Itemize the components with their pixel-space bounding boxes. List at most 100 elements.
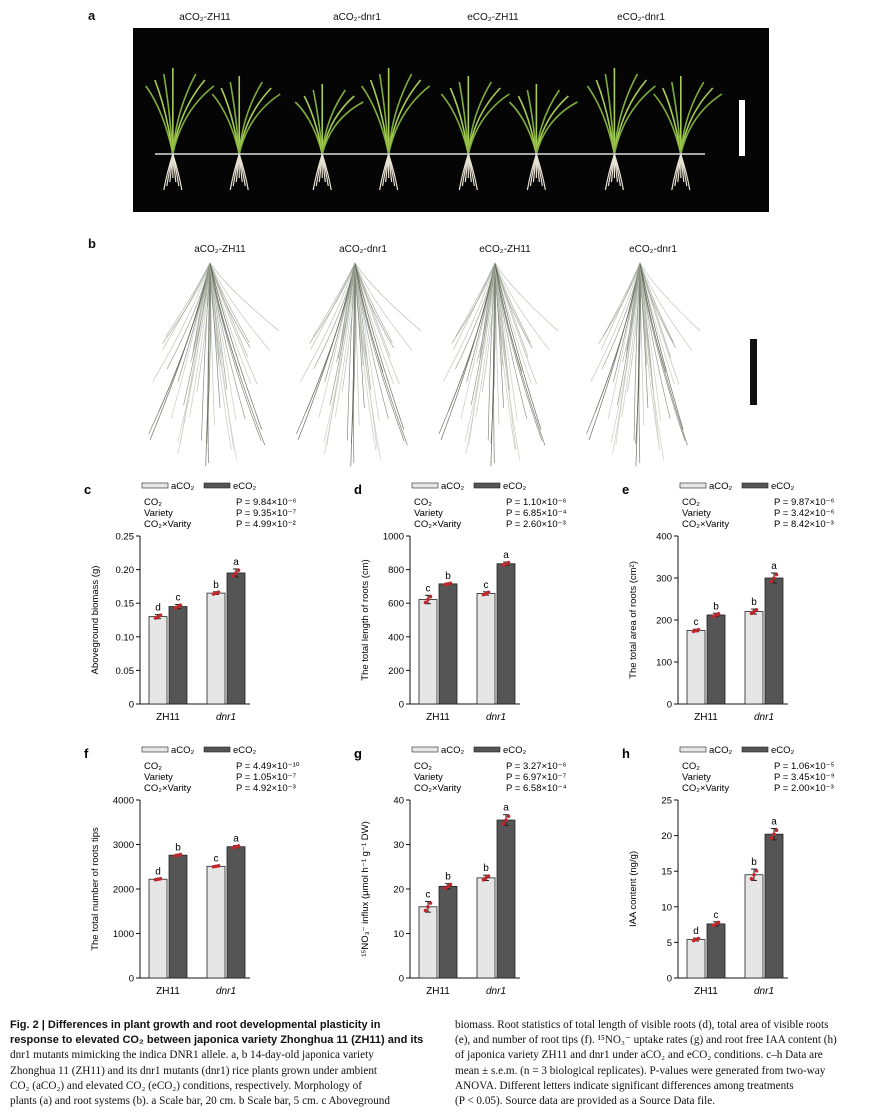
scale-bar-b <box>750 339 757 405</box>
anova-term: CO₂ <box>682 497 700 508</box>
legend-label-eco2: eCO₂ <box>771 745 795 756</box>
data-point <box>158 613 163 618</box>
anova-term: Variety <box>414 772 443 783</box>
y-tick-label: 1000 <box>113 929 134 940</box>
anova-term: CO₂ <box>682 761 700 772</box>
bar <box>148 616 168 705</box>
bar <box>496 819 516 979</box>
legend-label-aco2: aCO₂ <box>709 745 733 756</box>
x-tick-label: ZH11 <box>694 986 718 997</box>
data-point <box>484 876 488 880</box>
y-tick-label: 1000 <box>383 532 404 543</box>
significance-letter: b <box>751 857 757 868</box>
legend: aCO₂ eCO₂ <box>141 745 257 756</box>
legend-label-eco2: eCO₂ <box>503 481 527 492</box>
y-axis-label: The total area of roots (cm²) <box>628 561 639 679</box>
y-tick-label: 800 <box>388 565 404 576</box>
data-point <box>486 590 491 595</box>
significance-letter: b <box>445 571 451 582</box>
significance-letter: c <box>426 583 431 594</box>
anova-term: CO₂ <box>144 497 162 508</box>
legend-label-eco2: eCO₂ <box>503 745 527 756</box>
data-point <box>752 609 756 614</box>
significance-letter: c <box>426 889 431 900</box>
photo-b-label-3: eCO₂-ZH11 <box>479 244 531 255</box>
data-point <box>236 844 241 848</box>
chart-f-svg: f aCO₂ eCO₂ CO₂ P = 4.49×10⁻¹⁰ Variety P = 1.0… <box>84 745 300 997</box>
caption-line: dnr1 mutants mimicking the indica DNR1 a… <box>10 1049 374 1062</box>
legend-label-aco2: aCO₂ <box>441 745 465 756</box>
anova-term: Variety <box>144 508 173 519</box>
seedling-illustration <box>145 68 215 191</box>
chart-d: d aCO₂ eCO₂ CO₂ P = 1.10×10⁻⁶ Variety P = 6.85… <box>350 478 590 743</box>
anova-p-value: P = 6.97×10⁻⁷ <box>506 772 567 783</box>
legend-label-aco2: aCO₂ <box>441 481 465 492</box>
anova-p-value: P = 1.06×10⁻⁵ <box>774 761 835 772</box>
data-point <box>216 864 221 868</box>
anova-p-value: P = 3.27×10⁻⁶ <box>506 761 567 772</box>
caption-line: response to elevated CO₂ between japonic… <box>10 1034 424 1047</box>
y-tick-label: 300 <box>656 574 672 585</box>
y-tick-label: 0.20 <box>116 565 135 576</box>
data-point <box>446 884 450 889</box>
anova-term: Variety <box>144 772 173 783</box>
data-point <box>486 874 491 878</box>
legend-swatch-aco2 <box>141 482 169 489</box>
data-point <box>428 594 433 599</box>
anova-p-value: P = 6.58×10⁻⁴ <box>506 783 567 794</box>
data-point <box>236 568 241 572</box>
significance-letter: a <box>233 834 239 845</box>
panel-letter: h <box>622 746 630 761</box>
legend-swatch-eco2 <box>473 482 501 489</box>
panel-letter: c <box>84 482 91 497</box>
anova-term: Variety <box>414 508 443 519</box>
anova-p-value: P = 4.49×10⁻¹⁰ <box>236 761 300 772</box>
significance-letter: b <box>713 601 719 612</box>
x-tick-label: ZH11 <box>426 712 450 723</box>
y-axis-label: The total length of roots (cm) <box>360 559 371 680</box>
legend-swatch-aco2 <box>679 482 707 489</box>
data-point <box>506 560 511 565</box>
significance-letter: a <box>503 550 509 561</box>
y-axis-label: ¹⁵NO₃⁻ influx (μmol h⁻¹ g⁻¹ DW) <box>360 821 371 956</box>
y-tick-label: 600 <box>388 599 404 610</box>
anova-term: CO₂×Varity <box>144 783 191 794</box>
bar <box>438 583 458 705</box>
photo-a-label-1: aCO₂-ZH11 <box>179 12 231 23</box>
chart-f: f aCO₂ eCO₂ CO₂ P = 4.49×10⁻¹⁰ Variety P = 1.0… <box>80 742 320 1017</box>
bar <box>206 592 226 705</box>
legend: aCO₂ eCO₂ <box>141 481 257 492</box>
data-point <box>769 836 774 840</box>
caption-line: plants (a) and root systems (b). a Scale… <box>10 1095 390 1108</box>
photo-b-label-4: eCO₂-dnr1 <box>629 244 677 255</box>
anova-term: CO₂×Varity <box>144 519 191 530</box>
bar <box>764 577 784 705</box>
bar <box>744 874 764 979</box>
anova-p-value: P = 9.84×10⁻⁶ <box>236 497 297 508</box>
bar <box>226 572 246 705</box>
data-point <box>749 611 754 616</box>
significance-letter: d <box>693 926 699 937</box>
anova-term: CO₂ <box>414 497 432 508</box>
bar <box>206 865 226 979</box>
legend-swatch-aco2 <box>141 746 169 753</box>
x-tick-label: dnr1 <box>216 986 236 997</box>
legend-swatch-eco2 <box>203 482 231 489</box>
caption-line: (P < 0.05). Source data are provided as … <box>455 1095 716 1108</box>
y-tick-label: 400 <box>388 632 404 643</box>
root-system-photo <box>140 255 776 475</box>
y-tick-label: 25 <box>661 796 672 807</box>
caption-line: of japonica variety ZH11 and dnr1 under … <box>455 1049 823 1062</box>
anova-p-value: P = 4.99×10⁻² <box>236 519 296 530</box>
bar <box>496 563 516 705</box>
legend: aCO₂ eCO₂ <box>411 481 527 492</box>
significance-letter: a <box>771 816 777 827</box>
data-point <box>178 852 183 857</box>
anova-p-value: P = 3.42×10⁻⁶ <box>774 508 835 519</box>
caption-line: biomass. Root statistics of total length… <box>455 1019 829 1031</box>
significance-letter: c <box>176 593 181 604</box>
bar <box>168 606 188 705</box>
y-tick-label: 0.10 <box>116 632 135 643</box>
chart-e: e aCO₂ eCO₂ CO₂ P = 9.87×10⁻⁶ Variety P = 3.42… <box>618 478 858 743</box>
data-point <box>231 573 236 578</box>
